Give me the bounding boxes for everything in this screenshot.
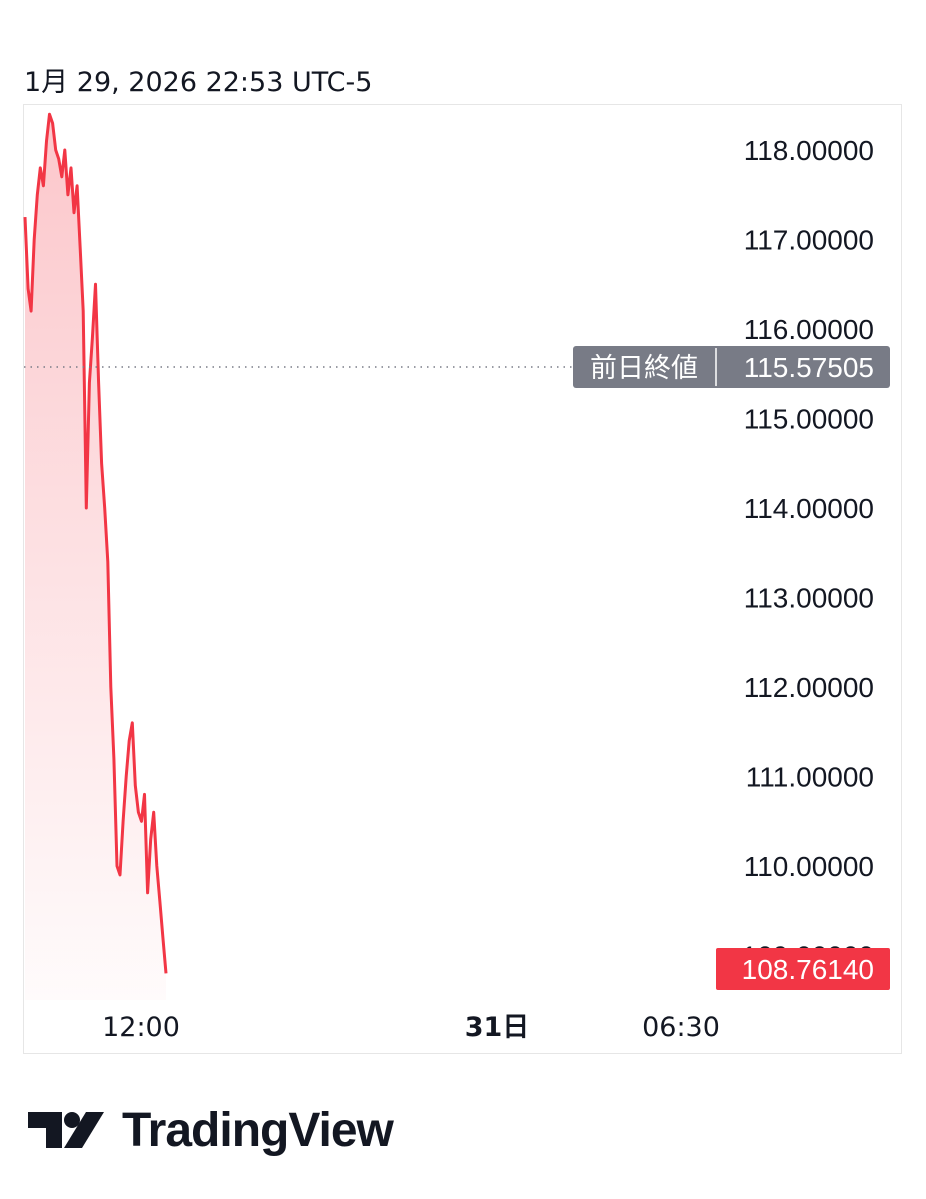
x-tick-label: 12:00 (102, 1012, 180, 1043)
y-tick-label: 118.00000 (744, 135, 874, 166)
prev-close-value: 115.57505 (744, 352, 874, 383)
prev-close-badge (573, 346, 890, 389)
y-tick-label: 110.00000 (744, 851, 874, 882)
y-tick-label: 112.00000 (744, 672, 874, 703)
tradingview-logo[interactable]: TradingView (28, 1100, 394, 1160)
price-area (25, 114, 166, 1000)
y-tick-label: 114.00000 (744, 493, 874, 524)
x-tick-label: 31日 (465, 1012, 530, 1043)
x-tick-label: 06:30 (642, 1012, 720, 1043)
last-price-value: 108.76140 (742, 954, 874, 985)
last-price-badge (716, 948, 890, 990)
tradingview-mark-icon (28, 1112, 104, 1148)
y-tick-label: 115.00000 (744, 404, 874, 435)
prev-close-label: 前日終値 (590, 353, 698, 384)
y-tick-label: 113.00000 (744, 583, 874, 614)
timestamp: 1月 29, 2026 22:53 UTC-5 (24, 67, 373, 98)
tradingview-wordmark: TradingView (122, 1103, 394, 1157)
y-tick-label: 116.00000 (744, 314, 874, 345)
price-line (23, 112, 168, 974)
chart-frame[interactable] (23, 104, 902, 1054)
y-tick-label: 111.00000 (746, 762, 874, 793)
y-tick-label: 117.00000 (744, 225, 874, 256)
